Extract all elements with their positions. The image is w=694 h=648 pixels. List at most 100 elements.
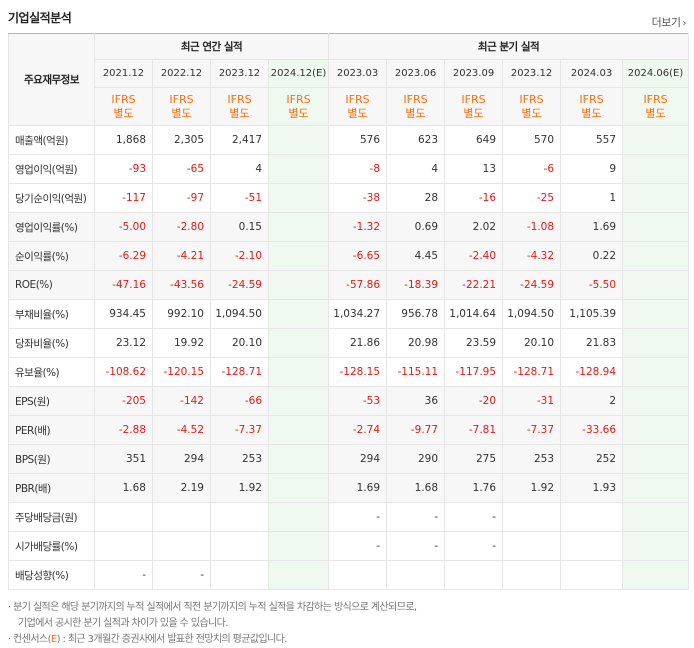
table-cell [560,560,624,590]
chevron-right-icon: › [682,18,687,29]
table-cell [560,531,624,561]
period-header: 2024.12(E) [267,59,330,88]
row-label: 영업이익률(%) [8,212,95,242]
table-cell [267,386,330,416]
accounting-basis: IFRS 별도 [560,87,624,126]
period-header: 2024.03 [560,59,624,88]
basis-standard: IFRS [169,92,194,106]
table-cell: -18.39 [386,270,446,300]
table-cell: - [328,502,388,532]
basis-type: 별도 [113,106,134,120]
table-cell [267,241,330,271]
row-label: 매출액(억원) [8,125,95,155]
table-cell: -2.40 [444,241,504,271]
table-cell: -5.00 [94,212,153,242]
table-cell [502,502,562,532]
row-label: EPS(원) [8,386,95,416]
table-cell: 290 [386,444,446,474]
table-row: PBR(배) 1.68 2.19 1.92 1.69 1.68 1.76 1.92 1.93 [8,473,690,503]
period-header: 2023.12 [502,59,562,88]
table-cell [267,415,330,445]
basis-standard: IFRS [111,92,136,106]
table-cell [267,212,330,242]
table-cell: 20.10 [210,328,269,358]
table-row: 배당성향(%) - - [8,560,690,590]
table-cell: -117.95 [444,357,504,387]
table-cell [267,560,330,590]
table-cell: 2,417 [210,125,269,155]
accounting-basis: IFRS 별도 [502,87,562,126]
table-row: 시가배당률(%) - - - [8,531,690,561]
table-cell: - [386,502,446,532]
accounting-basis: IFRS 별도 [444,87,504,126]
table-cell: 934.45 [94,299,153,329]
table-cell [267,502,330,532]
table-cell [622,125,690,155]
table-cell: 4 [386,154,446,184]
table-cell [267,154,330,184]
period-header: 2023.03 [328,59,388,88]
table-cell: 21.86 [328,328,388,358]
table-cell [622,299,690,329]
financial-table: 주요재무정보 최근 연간 실적 최근 분기 실적 2021.12 2022.12 2… [8,33,690,590]
table-cell: 1,094.50 [210,299,269,329]
table-cell [622,386,690,416]
table-cell: 1,094.50 [502,299,562,329]
table-cell [622,531,690,561]
accounting-basis: IFRS 별도 [94,87,153,126]
basis-type: 별도 [171,106,192,120]
table-cell: 275 [444,444,504,474]
table-cell: 1.93 [560,473,624,503]
table-cell [94,531,153,561]
table-cell: 649 [444,125,504,155]
table-cell: 1.69 [560,212,624,242]
table-cell: 294 [152,444,211,474]
table-cell [622,241,690,271]
table-cell: -97 [152,183,211,213]
table-cell: 2,305 [152,125,211,155]
table-cell: 956.78 [386,299,446,329]
row-label: 영업이익(억원) [8,154,95,184]
table-cell [152,502,211,532]
table-cell: 28 [386,183,446,213]
table-cell: -2.88 [94,415,153,445]
table-cell [622,444,690,474]
table-cell: 570 [502,125,562,155]
table-cell: -5.50 [560,270,624,300]
table-cell: 294 [328,444,388,474]
table-cell [622,270,690,300]
more-label: 더보기 [651,16,681,29]
table-cell: 0.22 [560,241,624,271]
table-cell [622,328,690,358]
table-cell: -2.80 [152,212,211,242]
basis-standard: IFRS [286,92,311,106]
table-cell: 992.10 [152,299,211,329]
accounting-basis: IFRS 별도 [210,87,269,126]
table-cell [622,154,690,184]
table-cell: -2.10 [210,241,269,271]
table-cell: - [152,560,211,590]
footnote-2: · 컨센서스(E) : 최근 3개월간 증권사에서 발표한 전망치의 평균값입니… [8,634,287,645]
row-header-label: 주요재무정보 [8,33,95,126]
table-cell [210,502,269,532]
table-cell: 23.12 [94,328,153,358]
more-link[interactable]: 더보기 › [651,14,687,30]
table-cell [267,328,330,358]
table-cell: 253 [502,444,562,474]
table-cell [622,415,690,445]
table-cell: 23.59 [444,328,504,358]
row-label: 주당배당금(원) [8,502,95,532]
basis-type: 별도 [581,106,602,120]
table-cell: 1.68 [386,473,446,503]
footnote-1: · 분기 실적은 해당 분기까지의 누적 실적에서 직전 분기까지의 누적 실적… [8,602,417,613]
table-row: BPS(원) 351 294 253 294 290 275 253 252 [8,444,690,474]
table-cell: -24.59 [210,270,269,300]
accounting-basis: IFRS 별도 [328,87,388,126]
table-cell: 2.19 [152,473,211,503]
table-row: PER(배) -2.88 -4.52 -7.37 -2.74 -9.77 -7.81 -7.3… [8,415,690,445]
table-cell [210,560,269,590]
table-cell: 4 [210,154,269,184]
basis-type: 별도 [288,106,309,120]
table-cell: -16 [444,183,504,213]
table-cell: 20.10 [502,328,562,358]
